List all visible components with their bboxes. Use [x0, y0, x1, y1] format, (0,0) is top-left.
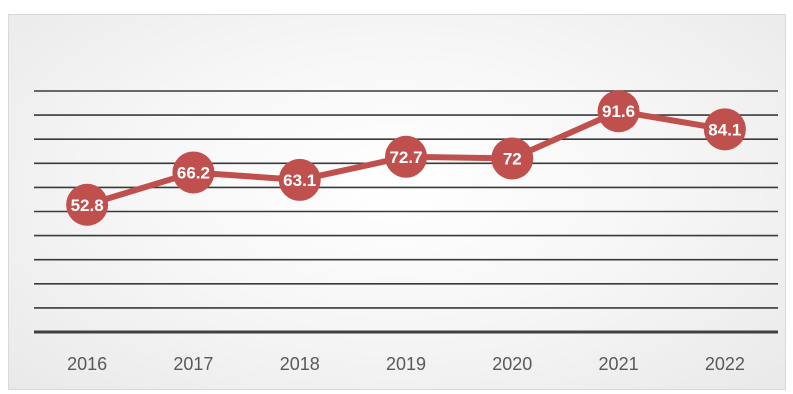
data-point-marker [385, 135, 427, 178]
x-tick-label: 2022 [705, 354, 745, 374]
data-point-marker [703, 108, 746, 151]
data-label: 63.1 [283, 171, 316, 190]
x-tick-label: 2018 [280, 354, 320, 374]
data-label: 72 [503, 149, 522, 168]
data-label: 91.6 [602, 102, 635, 121]
data-label: 66.2 [177, 163, 210, 182]
data-label: 72.7 [389, 148, 422, 167]
data-points [66, 90, 746, 226]
data-point-marker [278, 158, 321, 201]
data-point-marker [491, 137, 534, 180]
gridlines [34, 90, 778, 309]
x-tick-label: 2019 [386, 354, 426, 374]
x-tick-label: 2020 [492, 354, 532, 374]
data-point-marker [597, 90, 640, 133]
chart-area [8, 14, 786, 390]
x-tick-label: 2016 [67, 354, 107, 374]
x-tick-label: 2021 [599, 354, 639, 374]
x-tick-label: 2017 [173, 354, 213, 374]
data-labels: 52.8 66.2 63.1 72.7 72 91.6 84.1 [71, 102, 742, 215]
data-label: 52.8 [71, 196, 104, 215]
x-axis: 2016 2017 2018 2019 2020 2021 2022 [34, 330, 778, 374]
data-point-marker [66, 183, 109, 226]
data-label: 84.1 [708, 120, 741, 139]
data-point-marker [172, 151, 215, 194]
